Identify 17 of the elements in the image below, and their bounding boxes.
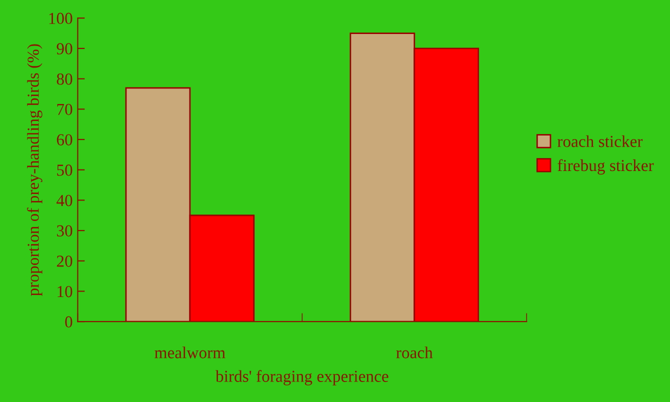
- y-tick-label: 80: [56, 73, 72, 85]
- y-tick-label: 70: [57, 104, 72, 116]
- y-tick-label: 30: [56, 225, 72, 236]
- y-tick-label: 10: [58, 286, 72, 298]
- legend-label: roach sticker: [557, 135, 643, 148]
- y-tick-label: 20: [56, 256, 72, 267]
- y-tick-label: 90: [56, 43, 72, 54]
- x-tick-label: mealworm: [154, 346, 226, 358]
- y-tick-label: 40: [56, 194, 72, 206]
- y-axis-title: proportion of prey-handling birds (%): [26, 44, 42, 296]
- y-tick-label: 50: [57, 164, 72, 176]
- y-tick-label: 60: [56, 134, 72, 146]
- y-tick-label: 100: [49, 12, 72, 24]
- legend-label: firebug sticker: [558, 159, 654, 175]
- x-tick-label: roach: [396, 346, 433, 358]
- x-axis-title: birds' foraging experience: [216, 370, 388, 386]
- y-tick-label: 0: [65, 316, 72, 328]
